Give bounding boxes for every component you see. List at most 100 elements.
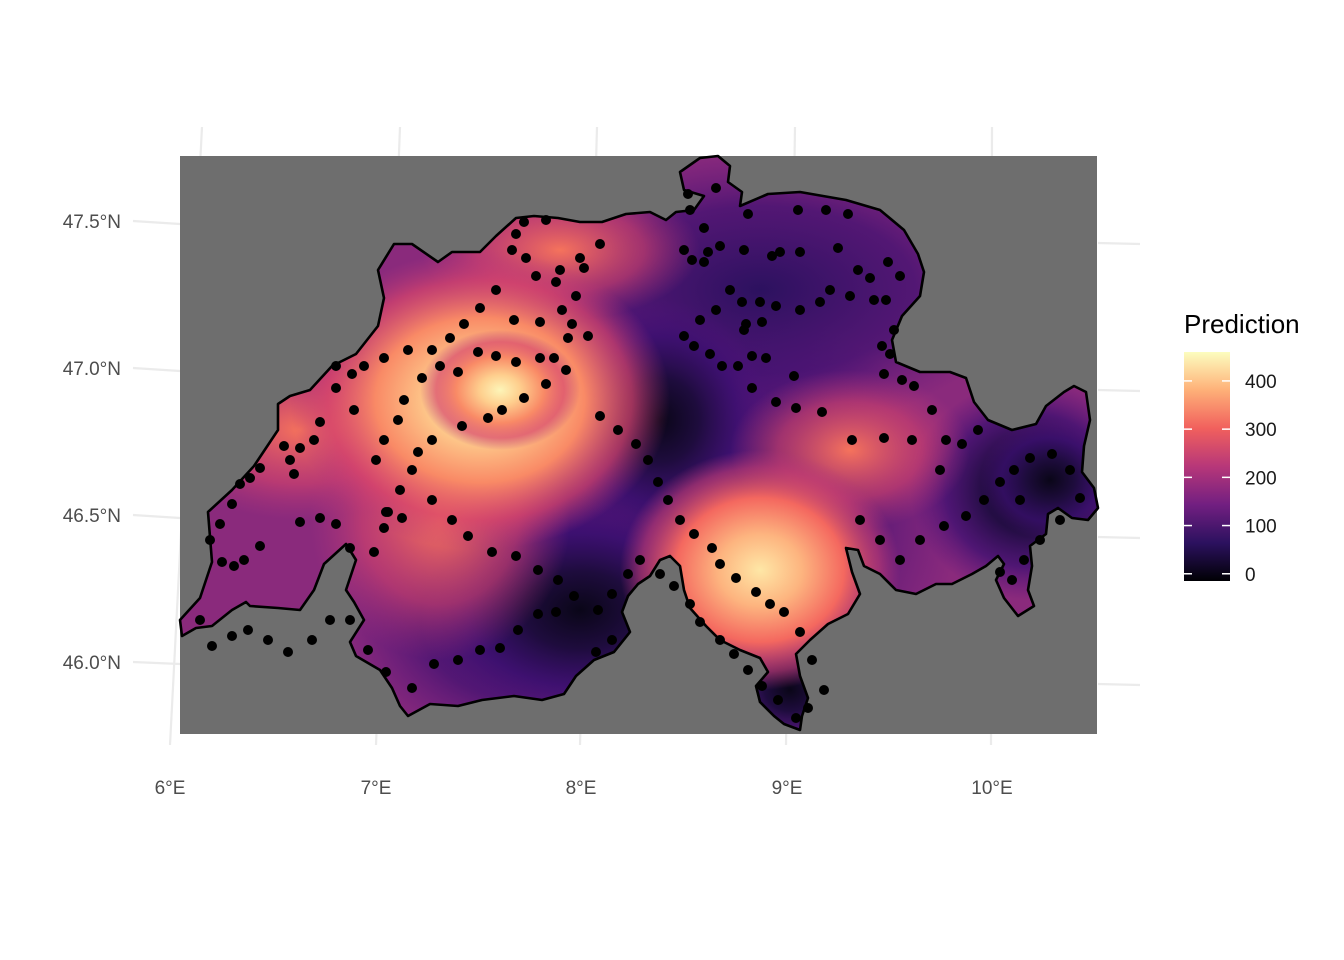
observation-point [803, 703, 813, 713]
observation-point [817, 407, 827, 417]
x-tick-label: 7°E [361, 778, 392, 799]
y-axis-labels: 47.5°N 47.0°N 46.5°N 46.0°N [63, 212, 121, 674]
observation-point [855, 515, 865, 525]
observation-point [747, 383, 757, 393]
observation-point [853, 265, 863, 275]
observation-point [283, 647, 293, 657]
observation-point [613, 425, 623, 435]
observation-point [495, 643, 505, 653]
observation-point [491, 351, 501, 361]
observation-point [653, 477, 663, 487]
observation-point [285, 455, 295, 465]
observation-point [607, 589, 617, 599]
observation-points [195, 183, 1085, 723]
observation-point [483, 413, 493, 423]
observation-point [607, 635, 617, 645]
observation-point [487, 547, 497, 557]
observation-point [795, 305, 805, 315]
observation-point [909, 381, 919, 391]
observation-point [655, 569, 665, 579]
observation-point [761, 353, 771, 363]
observation-point [331, 361, 341, 371]
observation-point [825, 285, 835, 295]
observation-point [895, 271, 905, 281]
observation-point [743, 209, 753, 219]
observation-point [1015, 495, 1025, 505]
observation-point [289, 469, 299, 479]
switzerland-border [178, 154, 1100, 732]
observation-point [643, 455, 653, 465]
observation-point [575, 253, 585, 263]
observation-point [243, 625, 253, 635]
observation-point [379, 523, 389, 533]
observation-point [475, 303, 485, 313]
observation-point [551, 607, 561, 617]
observation-point [679, 331, 689, 341]
observation-point [833, 243, 843, 253]
observation-point [683, 189, 693, 199]
observation-point [821, 205, 831, 215]
observation-point [751, 587, 761, 597]
observation-point [521, 253, 531, 263]
observation-point [507, 245, 517, 255]
observation-point [571, 291, 581, 301]
observation-point [739, 325, 749, 335]
observation-point [195, 615, 205, 625]
observation-point [229, 561, 239, 571]
observation-point [771, 301, 781, 311]
observation-point [755, 297, 765, 307]
observation-point [1009, 465, 1019, 475]
observation-point [689, 341, 699, 351]
observation-point [771, 397, 781, 407]
observation-point [865, 273, 875, 283]
observation-point [519, 393, 529, 403]
observation-point [557, 305, 567, 315]
observation-point [349, 405, 359, 415]
observation-point [513, 625, 523, 635]
observation-point [453, 655, 463, 665]
observation-point [511, 229, 521, 239]
observation-point [715, 559, 725, 569]
legend-tick-label: 100 [1245, 517, 1277, 538]
observation-point [407, 465, 417, 475]
observation-point [369, 547, 379, 557]
observation-point [961, 511, 971, 521]
observation-point [767, 251, 777, 261]
observation-point [729, 649, 739, 659]
observation-point [815, 297, 825, 307]
legend-tick-label: 200 [1245, 468, 1277, 489]
observation-point [205, 535, 215, 545]
observation-point [757, 317, 767, 327]
legend-tick-label: 300 [1245, 420, 1277, 441]
observation-point [1075, 493, 1085, 503]
observation-point [491, 285, 501, 295]
observation-point [775, 247, 785, 257]
observation-point [695, 617, 705, 627]
observation-point [295, 517, 305, 527]
observation-point [687, 255, 697, 265]
observation-point [371, 455, 381, 465]
observation-point [255, 463, 265, 473]
observation-point [459, 319, 469, 329]
observation-point [427, 435, 437, 445]
observation-point [445, 333, 455, 343]
observation-point [883, 257, 893, 267]
observation-point [847, 435, 857, 445]
observation-point [685, 599, 695, 609]
observation-point [747, 351, 757, 361]
observation-point [255, 541, 265, 551]
observation-point [533, 609, 543, 619]
legend-tick-label: 0 [1245, 565, 1256, 586]
observation-point [331, 519, 341, 529]
observation-point [381, 507, 391, 517]
legend-tick-label: 400 [1245, 372, 1277, 393]
observation-point [879, 369, 889, 379]
observation-point [819, 685, 829, 695]
observation-point [703, 247, 713, 257]
observation-point [207, 641, 217, 651]
observation-point [399, 395, 409, 405]
observation-point [245, 473, 255, 483]
observation-point [885, 349, 895, 359]
observation-point [779, 607, 789, 617]
observation-point [1047, 449, 1057, 459]
